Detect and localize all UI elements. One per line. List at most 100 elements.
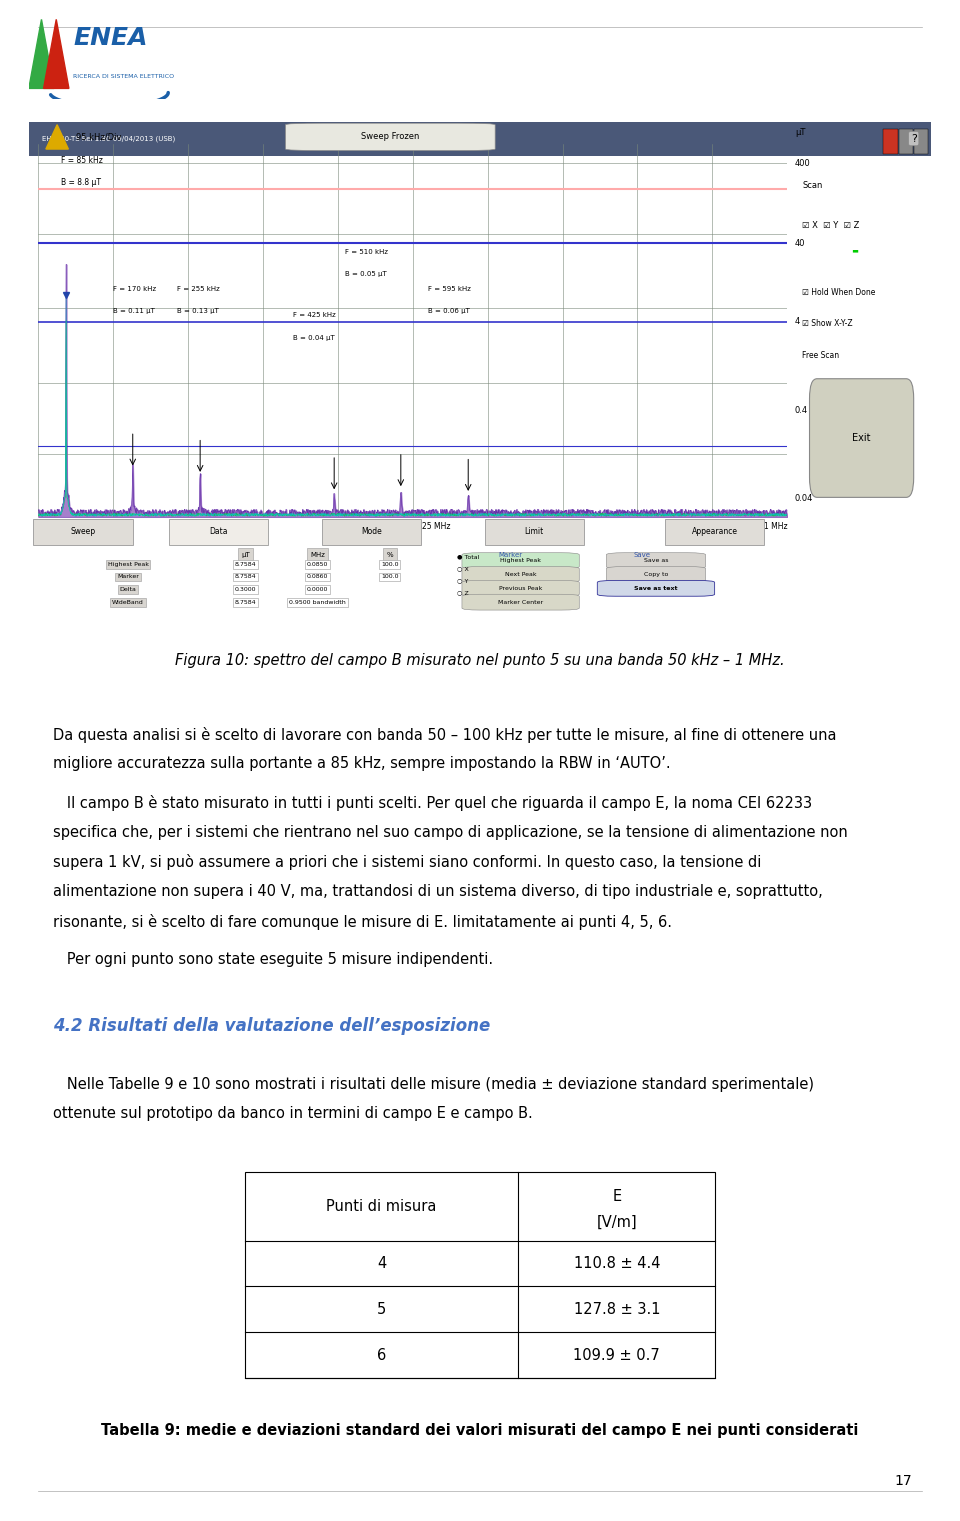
Text: ☑ Show X-Y-Z: ☑ Show X-Y-Z <box>802 319 852 329</box>
FancyBboxPatch shape <box>323 519 421 545</box>
Text: Exit: Exit <box>852 433 871 443</box>
Text: %: % <box>387 552 393 558</box>
Text: ▬: ▬ <box>831 248 858 254</box>
Text: alimentazione non supera i 40 V, ma, trattandosi di un sistema diverso, di tipo : alimentazione non supera i 40 V, ma, tra… <box>53 884 823 899</box>
Polygon shape <box>43 20 69 88</box>
Text: B = 0.04 μT: B = 0.04 μT <box>293 335 335 341</box>
Text: B = 0.11 μT: B = 0.11 μT <box>113 309 156 315</box>
Text: ☑ X  ☑ Y  ☑ Z: ☑ X ☑ Y ☑ Z <box>802 221 859 230</box>
Text: 100.0: 100.0 <box>381 561 398 567</box>
FancyBboxPatch shape <box>285 123 495 151</box>
Text: risonante, si è scelto di fare comunque le misure di E. limitatamente ai punti 4: risonante, si è scelto di fare comunque … <box>53 914 672 929</box>
Text: Previous Peak: Previous Peak <box>499 586 542 590</box>
Text: Per ogni punto sono state eseguite 5 misure indipendenti.: Per ogni punto sono state eseguite 5 mis… <box>53 952 492 967</box>
Text: 109.9 ± 0.7: 109.9 ± 0.7 <box>573 1348 660 1363</box>
Text: B = 0.05 μT: B = 0.05 μT <box>346 271 387 277</box>
FancyBboxPatch shape <box>607 566 706 583</box>
Text: Punti di misura: Punti di misura <box>326 1199 437 1214</box>
Text: Data: Data <box>209 528 228 537</box>
Text: 8.7584: 8.7584 <box>234 561 256 567</box>
Text: RICERCA DI SISTEMA ELETTRICO: RICERCA DI SISTEMA ELETTRICO <box>73 73 175 79</box>
Text: Da questa analisi si è scelto di lavorare con banda 50 – 100 kHz per tutte le mi: Da questa analisi si è scelto di lavorar… <box>53 727 836 742</box>
FancyBboxPatch shape <box>462 552 579 569</box>
Text: Sweep: Sweep <box>70 528 95 537</box>
Text: 17: 17 <box>895 1474 912 1488</box>
Text: Nelle Tabelle 9 e 10 sono mostrati i risultati delle misure (media ± deviazione : Nelle Tabelle 9 e 10 sono mostrati i ris… <box>53 1077 814 1092</box>
Text: F = 425 kHz: F = 425 kHz <box>293 312 336 318</box>
Text: Sweep Frozen: Sweep Frozen <box>361 132 420 141</box>
Text: Next Peak: Next Peak <box>505 572 537 576</box>
Text: Mode: Mode <box>361 528 382 537</box>
Text: MHz: MHz <box>310 552 325 558</box>
Text: ○ Y: ○ Y <box>457 578 468 584</box>
Text: Tabella 9: medie e deviazioni standard dei valori misurati del campo E nei punti: Tabella 9: medie e deviazioni standard d… <box>102 1424 858 1437</box>
Text: ?: ? <box>911 134 917 143</box>
Text: 400: 400 <box>795 158 810 167</box>
Text: ☑ Hold When Done: ☑ Hold When Done <box>802 287 876 297</box>
Text: B = 8.8 μT: B = 8.8 μT <box>60 178 101 187</box>
FancyBboxPatch shape <box>169 519 268 545</box>
FancyBboxPatch shape <box>485 519 584 545</box>
Text: supera 1 kV, si può assumere a priori che i sistemi siano conformi. In questo ca: supera 1 kV, si può assumere a priori ch… <box>53 855 761 870</box>
Text: B = 0.13 μT: B = 0.13 μT <box>177 309 219 315</box>
Bar <box>899 129 913 154</box>
Text: ○ X: ○ X <box>457 566 469 572</box>
FancyBboxPatch shape <box>665 519 764 545</box>
Text: 127.8 ± 3.1: 127.8 ± 3.1 <box>573 1302 660 1317</box>
Text: 4: 4 <box>795 316 800 325</box>
Text: 8.7584: 8.7584 <box>234 601 256 605</box>
Text: Figura 10: spettro del campo B misurato nel punto 5 su una banda 50 kHz – 1 MHz.: Figura 10: spettro del campo B misurato … <box>175 653 785 668</box>
Text: 5: 5 <box>377 1302 386 1317</box>
Text: Highest Peak: Highest Peak <box>500 558 541 563</box>
Text: μT: μT <box>795 128 805 137</box>
Bar <box>914 129 928 154</box>
Text: 8.7584: 8.7584 <box>234 575 256 580</box>
Bar <box>245 1171 715 1378</box>
Text: 0.0000: 0.0000 <box>307 587 328 592</box>
Text: Scan: Scan <box>802 181 823 190</box>
FancyBboxPatch shape <box>809 379 914 497</box>
Bar <box>883 129 898 154</box>
Text: F = 170 kHz: F = 170 kHz <box>113 286 156 292</box>
Text: 0.04: 0.04 <box>795 494 813 503</box>
Text: Il campo B è stato misurato in tutti i punti scelti. Per quel che riguarda il ca: Il campo B è stato misurato in tutti i p… <box>53 795 812 811</box>
Text: 4.2 Risultati della valutazione dell’esposizione: 4.2 Risultati della valutazione dell’esp… <box>53 1018 490 1036</box>
Text: F = 85 kHz: F = 85 kHz <box>60 155 103 164</box>
Text: 0.3000: 0.3000 <box>234 587 256 592</box>
FancyBboxPatch shape <box>597 581 714 596</box>
Text: Marker Center: Marker Center <box>498 599 543 605</box>
Text: EHP200-TS Rel 1.80 09/04/2013 (USB): EHP200-TS Rel 1.80 09/04/2013 (USB) <box>42 135 176 143</box>
Text: μT: μT <box>241 552 250 558</box>
Text: migliore accuratezza sulla portante a 85 kHz, sempre impostando la RBW in ‘AUTO’: migliore accuratezza sulla portante a 85… <box>53 756 670 771</box>
Text: 1 MHz: 1 MHz <box>763 522 787 531</box>
FancyBboxPatch shape <box>462 566 579 583</box>
FancyBboxPatch shape <box>34 519 132 545</box>
FancyBboxPatch shape <box>462 595 579 610</box>
Text: Marker: Marker <box>498 552 522 558</box>
Text: F Center:0.525 MHz: F Center:0.525 MHz <box>375 522 450 531</box>
Polygon shape <box>29 20 54 88</box>
Text: 6: 6 <box>377 1348 386 1363</box>
Text: B = 0.06 μT: B = 0.06 μT <box>428 309 469 315</box>
Text: 0.0850: 0.0850 <box>307 561 328 567</box>
Text: ● Total: ● Total <box>457 555 480 560</box>
Text: Save as text: Save as text <box>635 586 678 590</box>
Text: 0.0860: 0.0860 <box>307 575 328 580</box>
Text: ENEA: ENEA <box>73 26 148 50</box>
Text: Save: Save <box>634 552 651 558</box>
Text: WideBand: WideBand <box>112 601 144 605</box>
Text: Appearance: Appearance <box>691 528 737 537</box>
Text: Free Scan: Free Scan <box>802 351 839 360</box>
Text: Delta: Delta <box>120 587 136 592</box>
Text: F = 255 kHz: F = 255 kHz <box>177 286 220 292</box>
FancyBboxPatch shape <box>462 581 579 596</box>
Text: Copy to: Copy to <box>644 572 668 576</box>
Text: 4: 4 <box>377 1256 386 1272</box>
Text: Highest Peak: Highest Peak <box>108 561 149 567</box>
Text: Marker: Marker <box>117 575 139 580</box>
Polygon shape <box>46 125 68 149</box>
FancyBboxPatch shape <box>607 552 706 569</box>
Text: 0.9500 bandwidth: 0.9500 bandwidth <box>289 601 346 605</box>
Bar <box>29 122 931 157</box>
Text: 100.0: 100.0 <box>381 575 398 580</box>
